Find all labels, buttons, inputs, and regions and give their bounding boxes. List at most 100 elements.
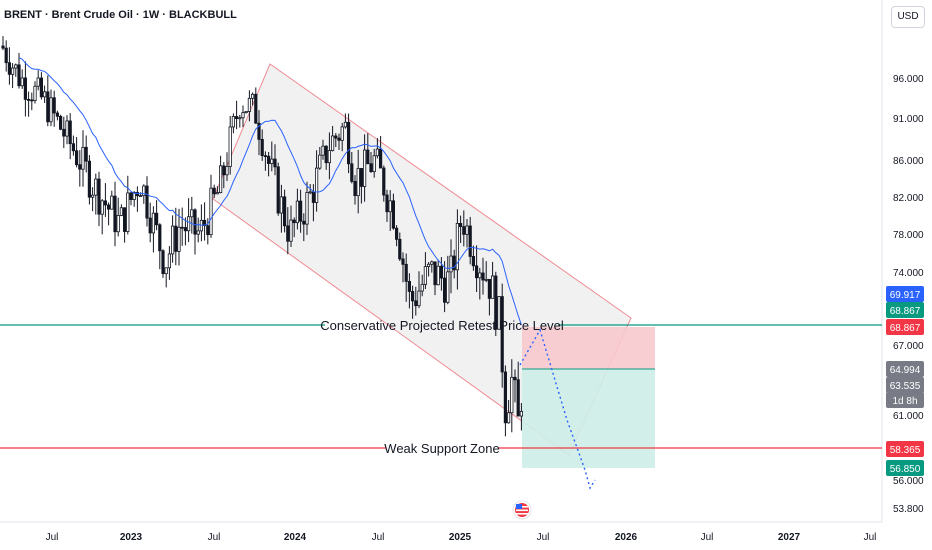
- price-axis[interactable]: 96.000 91.000 86.000 82.000 78.000 74.000 67.0…: [893, 74, 924, 515]
- candle-body: [126, 192, 130, 232]
- price-labels: 69.917 68.867 68.867 64.994 63.535 1d 8h 58.36…: [886, 286, 924, 476]
- candle-body: [359, 168, 364, 187]
- time-tick-label: Jul: [208, 532, 221, 543]
- candle-body: [78, 164, 82, 170]
- candle-body: [148, 217, 152, 234]
- time-tick-label: Jul: [46, 532, 59, 543]
- candle-body: [263, 155, 268, 158]
- support-level-label: Weak Support Zone: [384, 441, 499, 456]
- us-flag-event-icon[interactable]: [512, 500, 532, 520]
- candle-body: [305, 192, 309, 225]
- candle-body: [103, 200, 107, 206]
- candle-body: [414, 300, 418, 307]
- candle-body: [286, 225, 290, 242]
- candle-body: [43, 91, 47, 98]
- candle-body: [154, 212, 159, 226]
- candle-body: [110, 195, 114, 210]
- candle-body: [295, 200, 300, 224]
- candle-body: [407, 280, 412, 292]
- candle-body: [113, 195, 117, 233]
- candle-body: [116, 215, 120, 233]
- candle-body: [513, 376, 517, 381]
- svg-text:58.365: 58.365: [890, 445, 921, 456]
- candlestick-series: [1, 36, 524, 437]
- candle-body: [337, 137, 341, 141]
- price-badge: 69.917: [886, 286, 924, 302]
- candle-body: [372, 155, 376, 173]
- candle-body: [327, 150, 332, 164]
- candle-body: [484, 278, 488, 281]
- candle-body: [446, 271, 450, 303]
- candle-body: [314, 167, 319, 203]
- candle-body: [52, 97, 56, 114]
- take-profit-zone[interactable]: [522, 369, 655, 468]
- price-badge: 1d 8h: [886, 392, 924, 408]
- candle-body: [4, 47, 8, 64]
- candle-body: [468, 225, 472, 257]
- retest-level-label: Conservative Projected Retest Price Leve…: [320, 318, 564, 333]
- candle-body: [151, 212, 155, 234]
- time-tick-label: Jul: [537, 532, 550, 543]
- currency-button[interactable]: USD: [891, 6, 925, 28]
- candle-body: [244, 111, 248, 113]
- candle-body: [516, 379, 520, 417]
- candle-body: [506, 412, 511, 424]
- candle-body: [14, 64, 18, 69]
- candle-body: [465, 225, 469, 235]
- candle-body: [180, 226, 184, 229]
- candle-body: [1, 45, 5, 49]
- candle-body: [119, 207, 123, 216]
- candle-body: [46, 91, 50, 123]
- candle-body: [20, 77, 24, 87]
- candle-body: [177, 226, 181, 252]
- price-badge: 63.535: [886, 377, 924, 393]
- candle-body: [369, 163, 373, 173]
- candle-body: [94, 178, 98, 196]
- time-tick-label: 2023: [120, 532, 143, 543]
- candle-body: [385, 194, 389, 213]
- candle-body: [497, 296, 501, 330]
- candle-body: [330, 135, 335, 151]
- candle-body: [135, 191, 139, 197]
- candle-body: [49, 97, 53, 123]
- candle-body: [164, 267, 168, 275]
- candle-body: [167, 253, 171, 269]
- svg-text:68.867: 68.867: [890, 306, 921, 317]
- candle-body: [206, 225, 210, 236]
- time-axis[interactable]: Jul 2023 Jul 2024 Jul 2025 Jul 2026 Jul 2027 Jul: [46, 532, 877, 543]
- price-tick-label: 86.000: [893, 156, 924, 167]
- price-tick-label: 82.000: [893, 193, 924, 204]
- candle-body: [199, 219, 203, 232]
- candle-body: [190, 209, 194, 218]
- candle-body: [215, 192, 219, 195]
- stop-loss-zone[interactable]: [522, 327, 655, 369]
- candle-body: [129, 192, 133, 200]
- candle-body: [439, 265, 444, 279]
- price-tick-label: 96.000: [893, 74, 924, 85]
- candle-body: [87, 160, 91, 198]
- candle-body: [142, 185, 146, 197]
- candle-body: [490, 275, 495, 299]
- candle-body: [308, 191, 312, 194]
- candle-body: [503, 371, 508, 424]
- candle-body: [404, 263, 408, 282]
- candle-body: [17, 64, 21, 87]
- price-badge: 64.994: [886, 361, 924, 377]
- candle-body: [91, 194, 95, 198]
- price-badge: 56.850: [886, 460, 924, 476]
- candle-body: [81, 146, 85, 170]
- moving-average-line: [18, 57, 522, 326]
- price-tick-label: 74.000: [893, 268, 924, 279]
- candle-body: [346, 121, 351, 165]
- candle-body: [158, 224, 162, 252]
- candle-body: [433, 261, 437, 286]
- price-badge: 68.867: [886, 302, 924, 318]
- svg-text:1d 8h: 1d 8h: [892, 396, 917, 407]
- price-tick-label: 53.800: [893, 504, 924, 515]
- candle-body: [462, 226, 466, 235]
- svg-text:64.994: 64.994: [890, 365, 921, 376]
- projection-path[interactable]: [519, 328, 596, 490]
- candle-body: [398, 238, 402, 260]
- candle-body: [298, 200, 303, 222]
